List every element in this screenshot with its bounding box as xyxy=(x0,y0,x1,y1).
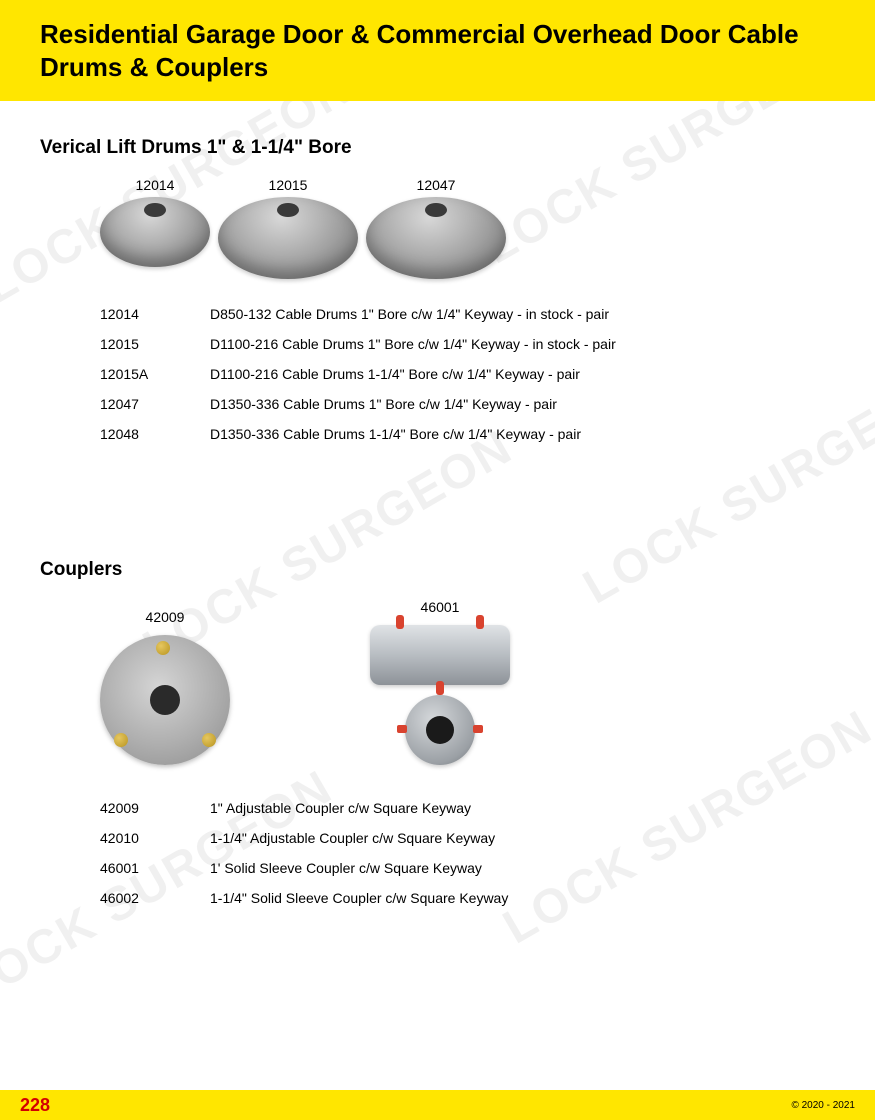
spec-code: 42010 xyxy=(100,830,210,846)
coupler-item: 46001 xyxy=(370,599,510,765)
page-number: 228 xyxy=(20,1095,50,1116)
spec-code: 12014 xyxy=(100,306,210,322)
drum-item: 12015 xyxy=(218,177,358,279)
spec-desc: 1-1/4" Adjustable Coupler c/w Square Key… xyxy=(210,830,835,846)
drum-item: 12014 xyxy=(100,177,210,279)
coupler-item: 42009 xyxy=(100,609,230,765)
drum-image-icon xyxy=(218,197,358,279)
table-row: 46002 1-1/4" Solid Sleeve Coupler c/w Sq… xyxy=(100,883,835,913)
table-row: 12048 D1350-336 Cable Drums 1-1/4" Bore … xyxy=(100,419,835,449)
section1-title: Verical Lift Drums 1" & 1-1/4" Bore xyxy=(40,137,835,159)
couplers-image-row: 42009 46001 xyxy=(100,599,835,765)
drum-item: 12047 xyxy=(366,177,506,279)
spec-desc: 1" Adjustable Coupler c/w Square Keyway xyxy=(210,800,835,816)
spec-code: 12047 xyxy=(100,396,210,412)
coupler-label: 42009 xyxy=(100,609,230,625)
spec-code: 12048 xyxy=(100,426,210,442)
spec-desc: D1100-216 Cable Drums 1-1/4" Bore c/w 1/… xyxy=(210,366,835,382)
couplers-spec-table: 42009 1" Adjustable Coupler c/w Square K… xyxy=(100,793,835,913)
section2: Couplers 42009 46001 xyxy=(40,559,835,913)
drum-label: 12014 xyxy=(100,177,210,193)
copyright-text: © 2020 - 2021 xyxy=(791,1100,855,1111)
coupler-adjustable-icon xyxy=(100,635,230,765)
table-row: 12015 D1100-216 Cable Drums 1" Bore c/w … xyxy=(100,329,835,359)
coupler-sleeve-icon xyxy=(370,625,510,685)
spec-desc: 1-1/4" Solid Sleeve Coupler c/w Square K… xyxy=(210,890,835,906)
section2-title: Couplers xyxy=(40,559,835,581)
footer-bar: 228 © 2020 - 2021 xyxy=(0,1090,875,1120)
spec-code: 46002 xyxy=(100,890,210,906)
drum-image-icon xyxy=(366,197,506,279)
header-banner: Residential Garage Door & Commercial Ove… xyxy=(0,0,875,101)
table-row: 12047 D1350-336 Cable Drums 1" Bore c/w … xyxy=(100,389,835,419)
spec-code: 46001 xyxy=(100,860,210,876)
spec-code: 42009 xyxy=(100,800,210,816)
spec-desc: D1350-336 Cable Drums 1-1/4" Bore c/w 1/… xyxy=(210,426,835,442)
coupler-ring-icon xyxy=(405,695,475,765)
drum-label: 12015 xyxy=(218,177,358,193)
drum-label: 12047 xyxy=(366,177,506,193)
spec-desc: D1100-216 Cable Drums 1" Bore c/w 1/4" K… xyxy=(210,336,835,352)
spec-code: 12015A xyxy=(100,366,210,382)
drums-spec-table: 12014 D850-132 Cable Drums 1" Bore c/w 1… xyxy=(100,299,835,449)
drum-image-icon xyxy=(100,197,210,267)
page-title: Residential Garage Door & Commercial Ove… xyxy=(40,18,835,83)
table-row: 12014 D850-132 Cable Drums 1" Bore c/w 1… xyxy=(100,299,835,329)
table-row: 42009 1" Adjustable Coupler c/w Square K… xyxy=(100,793,835,823)
spec-desc: 1' Solid Sleeve Coupler c/w Square Keywa… xyxy=(210,860,835,876)
table-row: 46001 1' Solid Sleeve Coupler c/w Square… xyxy=(100,853,835,883)
spec-desc: D1350-336 Cable Drums 1" Bore c/w 1/4" K… xyxy=(210,396,835,412)
table-row: 12015A D1100-216 Cable Drums 1-1/4" Bore… xyxy=(100,359,835,389)
table-row: 42010 1-1/4" Adjustable Coupler c/w Squa… xyxy=(100,823,835,853)
content-area: Verical Lift Drums 1" & 1-1/4" Bore 1201… xyxy=(0,101,875,913)
drums-image-row: 12014 12015 12047 xyxy=(100,177,835,279)
spec-code: 12015 xyxy=(100,336,210,352)
coupler-label: 46001 xyxy=(370,599,510,615)
spec-desc: D850-132 Cable Drums 1" Bore c/w 1/4" Ke… xyxy=(210,306,835,322)
